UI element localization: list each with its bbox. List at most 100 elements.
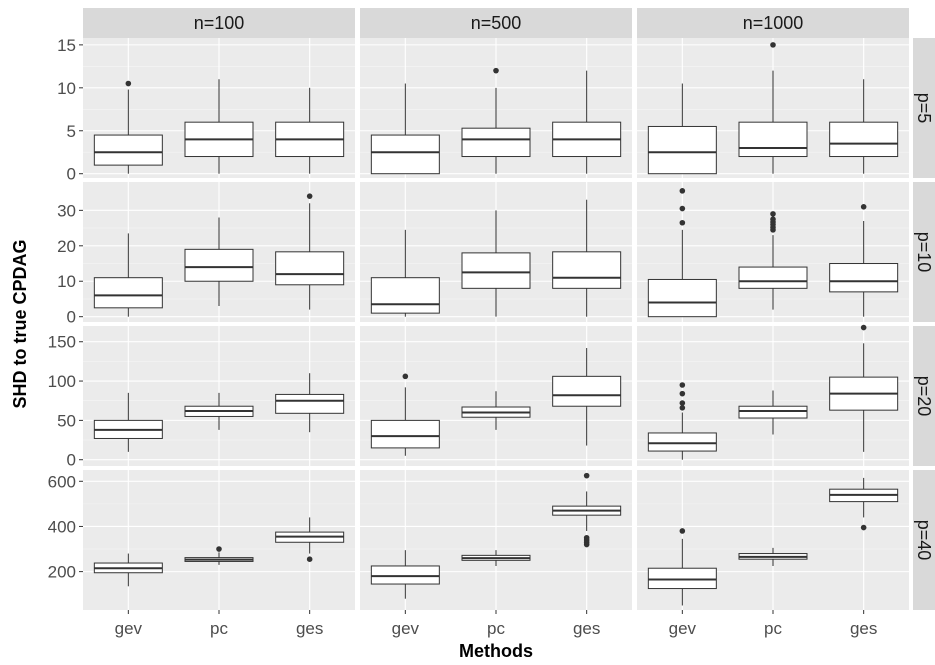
outlier-point bbox=[770, 42, 776, 48]
box-pc bbox=[184, 546, 254, 565]
outlier-point bbox=[679, 528, 686, 534]
iqr-box bbox=[647, 567, 717, 590]
box-gev bbox=[93, 553, 163, 587]
row-strip-label: p=40 bbox=[914, 520, 934, 561]
iqr-box bbox=[275, 251, 345, 286]
outlier-point bbox=[770, 216, 776, 223]
box-gev bbox=[93, 392, 163, 452]
x-tick-label: gev bbox=[115, 619, 143, 638]
iqr-box bbox=[738, 405, 808, 419]
box-gev bbox=[93, 80, 163, 174]
box-gev bbox=[647, 83, 717, 175]
outlier-point bbox=[402, 373, 409, 380]
row-strip-1 bbox=[913, 182, 935, 322]
x-tick-label: gev bbox=[392, 619, 420, 638]
iqr-box bbox=[647, 125, 717, 175]
outlier-point bbox=[306, 193, 313, 199]
box-ges bbox=[829, 324, 899, 452]
y-axis-title: SHD to true CPDAG bbox=[10, 239, 30, 408]
x-tick-label: ges bbox=[573, 619, 600, 638]
box-pc bbox=[738, 211, 808, 310]
x-tick-label: pc bbox=[764, 619, 782, 638]
box-ges bbox=[829, 477, 899, 531]
outlier-point bbox=[679, 205, 686, 212]
col-strip-label: n=500 bbox=[471, 13, 522, 33]
panel-3-0 bbox=[83, 470, 355, 610]
box-gev bbox=[93, 233, 163, 317]
row-strip-label: p=20 bbox=[914, 376, 934, 417]
panel-1-0 bbox=[83, 182, 355, 322]
outlier-point bbox=[770, 211, 776, 217]
iqr-box bbox=[370, 419, 440, 449]
outlier-point bbox=[679, 400, 686, 406]
iqr-box bbox=[461, 252, 531, 289]
y-tick-label: 0 bbox=[67, 165, 76, 184]
outlier-point bbox=[125, 80, 132, 87]
box-ges bbox=[275, 87, 345, 174]
iqr-box bbox=[184, 248, 254, 282]
y-tick-label: 50 bbox=[57, 411, 76, 430]
x-tick-label: gev bbox=[669, 619, 697, 638]
outlier-point bbox=[860, 324, 867, 331]
y-tick-label: 200 bbox=[48, 563, 76, 582]
row-strip-label: p=5 bbox=[914, 93, 934, 124]
box-ges bbox=[275, 373, 345, 433]
y-tick-label: 100 bbox=[48, 372, 76, 391]
outlier-point bbox=[679, 390, 686, 397]
row-strip-label: p=10 bbox=[914, 232, 934, 273]
box-gev bbox=[647, 528, 717, 606]
box-ges bbox=[552, 199, 622, 317]
box-ges bbox=[829, 204, 899, 317]
box-pc bbox=[738, 390, 808, 435]
box-pc bbox=[184, 217, 254, 307]
box-ges bbox=[829, 79, 899, 174]
iqr-box bbox=[370, 134, 440, 175]
panel-0-0 bbox=[83, 38, 355, 178]
col-strip-2 bbox=[637, 8, 909, 38]
box-ges bbox=[552, 472, 622, 548]
col-strip-1 bbox=[360, 8, 632, 38]
y-tick-label: 20 bbox=[57, 237, 76, 256]
panel-3-1 bbox=[360, 470, 632, 610]
panel-2-2 bbox=[637, 324, 909, 466]
box-gev bbox=[370, 83, 440, 175]
outlier-point bbox=[306, 556, 313, 562]
outlier-point bbox=[493, 67, 499, 74]
iqr-box bbox=[370, 277, 440, 314]
y-tick-label: 0 bbox=[67, 308, 76, 327]
col-strip-label: n=100 bbox=[194, 13, 245, 33]
box-gev bbox=[647, 188, 717, 318]
box-pc bbox=[184, 79, 254, 174]
panel-0-2 bbox=[637, 38, 909, 178]
y-tick-label: 30 bbox=[57, 201, 76, 220]
panel-0-1 bbox=[360, 38, 632, 178]
outlier-point bbox=[679, 188, 686, 194]
box-pc bbox=[461, 391, 531, 430]
panel-3-2 bbox=[637, 470, 909, 610]
x-tick-label: ges bbox=[296, 619, 323, 638]
outlier-point bbox=[583, 472, 590, 479]
box-ges bbox=[275, 517, 345, 562]
box-ges bbox=[275, 193, 345, 310]
y-tick-label: 5 bbox=[67, 122, 76, 141]
col-strip-label: n=1000 bbox=[743, 13, 804, 33]
y-tick-label: 600 bbox=[48, 472, 76, 491]
box-pc bbox=[738, 42, 808, 174]
y-tick-label: 15 bbox=[57, 36, 76, 55]
outlier-point bbox=[679, 219, 686, 226]
outlier-point bbox=[216, 546, 222, 552]
iqr-box bbox=[738, 266, 808, 289]
iqr-box bbox=[461, 127, 531, 158]
box-gev bbox=[370, 229, 440, 317]
iqr-box bbox=[647, 278, 717, 318]
outlier-point bbox=[679, 382, 686, 388]
box-ges bbox=[552, 348, 622, 446]
row-strip-2 bbox=[913, 326, 935, 466]
y-tick-label: 400 bbox=[48, 517, 76, 536]
box-pc bbox=[461, 67, 531, 174]
outlier-point bbox=[679, 404, 686, 411]
x-tick-label: pc bbox=[210, 619, 228, 638]
box-pc bbox=[738, 547, 808, 566]
outlier-point bbox=[860, 524, 867, 531]
